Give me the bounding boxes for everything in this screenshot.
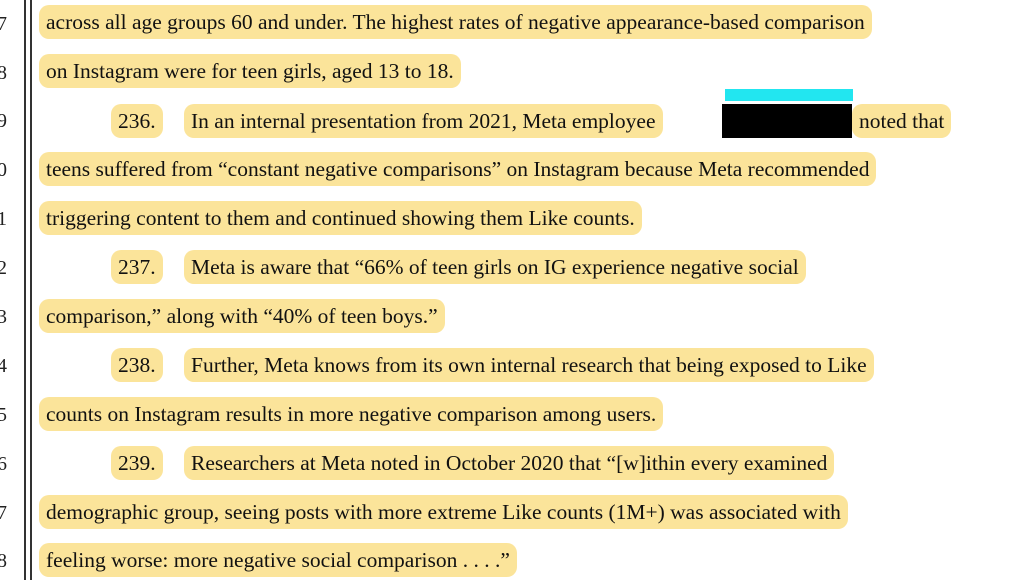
line-number: 6 — [0, 453, 7, 475]
line-number: 2 — [0, 257, 7, 279]
text-line: Meta is aware that “66% of teen girls on… — [184, 250, 806, 284]
redaction-marker — [725, 89, 853, 101]
line-number: 7 — [0, 502, 7, 524]
paragraph-number: 236. — [111, 104, 163, 138]
text-line: across all age groups 60 and under. The … — [39, 5, 872, 39]
paragraph-number: 239. — [111, 446, 163, 480]
text-line: comparison,” along with “40% of teen boy… — [39, 299, 445, 333]
text-line: noted that — [852, 104, 952, 138]
line-number: 7 — [0, 13, 7, 35]
line-number: 0 — [0, 159, 7, 181]
margin-rule — [24, 0, 26, 580]
line-number: 4 — [0, 355, 7, 377]
text-line: Further, Meta knows from its own interna… — [184, 348, 874, 382]
text-line: counts on Instagram results in more nega… — [39, 397, 664, 431]
text-line: triggering content to them and continued… — [39, 201, 642, 235]
line-number: 3 — [0, 306, 7, 328]
margin-rule — [30, 0, 32, 580]
paragraph-number: 237. — [111, 250, 163, 284]
line-number: 8 — [0, 62, 7, 84]
text-line: on Instagram were for teen girls, aged 1… — [39, 54, 461, 88]
line-number: 1 — [0, 208, 7, 230]
text-line: In an internal presentation from 2021, M… — [184, 104, 663, 138]
line-number: 5 — [0, 404, 7, 426]
text-line: teens suffered from “constant negative c… — [39, 152, 877, 186]
text-line: Researchers at Meta noted in October 202… — [184, 446, 835, 480]
text-line: feeling worse: more negative social comp… — [39, 543, 517, 577]
redaction-box — [722, 104, 852, 138]
text-line: demographic group, seeing posts with mor… — [39, 495, 848, 529]
line-number: 9 — [0, 110, 7, 132]
line-number: 8 — [0, 550, 7, 572]
paragraph-number: 238. — [111, 348, 163, 382]
